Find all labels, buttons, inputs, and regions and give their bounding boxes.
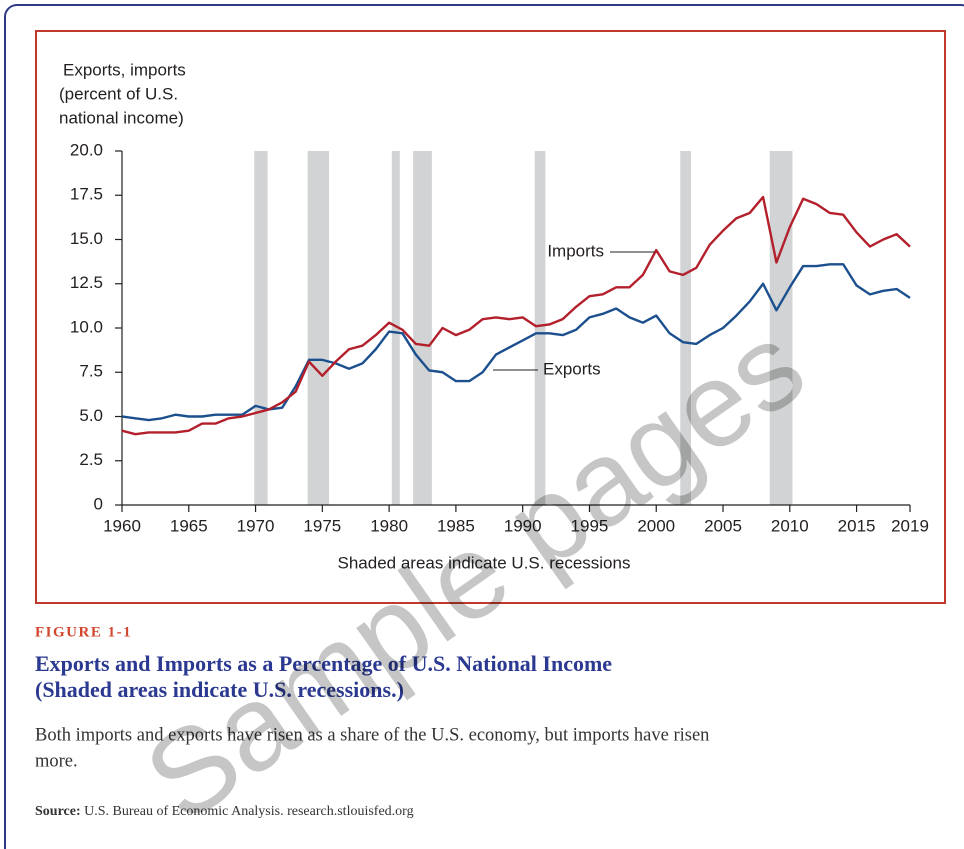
y-tick-label: 0 [94,494,103,513]
y-tick-label: 2.5 [79,450,103,469]
x-tick-label: 2000 [637,516,675,535]
figure-label: FIGURE 1-1 [35,624,132,640]
x-tick-label: 1960 [103,516,141,535]
x-tick-label: 1975 [303,516,341,535]
y-tick-label: 5.0 [79,406,103,425]
recession-band [680,151,691,505]
y-tick-label: 10.0 [70,317,103,336]
series-line [121,195,911,436]
recession-band [307,151,330,505]
recession-band [769,151,793,505]
chart-frame [35,30,946,604]
x-tick-label: 1980 [370,516,408,535]
y-axis-label: Exports, imports [63,60,186,79]
x-tick-label: 1990 [504,516,542,535]
recession-band [413,151,432,505]
chart: Exports, imports (percent of U.S. national… [59,60,929,572]
source-label: Source: [35,804,81,819]
x-tick-label: 2015 [838,516,876,535]
outer-frame [4,4,964,849]
recession-band [254,151,268,505]
y-tick-label: 12.5 [70,273,103,292]
x-tick-label: 2019 [891,516,929,535]
y-axis-label: (percent of U.S. [59,84,178,103]
y-axis-label: national income) [59,108,184,127]
caption: Both imports and exports have risen as a… [35,725,709,745]
note: Shaded areas indicate U.S. recessions [338,553,631,572]
figure-title: (Shaded areas indicate U.S. recessions.) [35,677,404,702]
x-tick-label: 1985 [437,516,475,535]
x-tick-label: 1995 [571,516,609,535]
y-tick-label: 7.5 [79,362,103,381]
series-line [121,263,911,422]
recession-band [534,151,546,505]
y-tick-label: 15.0 [70,229,103,248]
y-tick-label: 17.5 [70,185,103,204]
x-tick-label: 1965 [170,516,208,535]
watermark: Sample pages [122,297,827,847]
recession-band [391,151,400,505]
figure-title: Exports and Imports as a Percentage of U… [35,651,612,676]
source: Source: U.S. Bureau of Economic Analysis… [35,804,414,819]
source-text: U.S. Bureau of Economic Analysis. resear… [81,804,414,819]
series-label: Exports [543,359,601,378]
x-tick-label: 1970 [237,516,275,535]
caption: more. [35,751,78,771]
y-tick-label: 20.0 [70,140,103,159]
series-label: Imports [547,241,604,260]
x-tick-label: 2005 [704,516,742,535]
x-tick-label: 2010 [771,516,809,535]
